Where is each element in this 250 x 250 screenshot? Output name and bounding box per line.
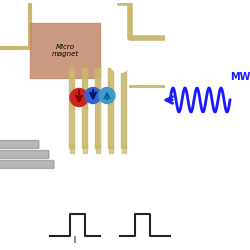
FancyBboxPatch shape [0, 140, 39, 148]
Bar [95, 68, 100, 148]
Text: MW: MW [230, 72, 250, 82]
Bar [121, 68, 126, 148]
Circle shape [110, 52, 130, 72]
Circle shape [99, 88, 115, 104]
Bar [30, 22, 100, 78]
Text: SET: SET [133, 58, 149, 67]
FancyBboxPatch shape [0, 160, 54, 168]
Text: $B_{ext}$: $B_{ext}$ [0, 32, 16, 44]
Text: z: z [13, 100, 17, 105]
Text: y: y [32, 118, 36, 124]
Bar [70, 144, 74, 152]
Bar [96, 144, 100, 152]
Bar [82, 68, 87, 148]
Circle shape [70, 88, 88, 106]
Bar [108, 68, 113, 148]
FancyBboxPatch shape [0, 150, 49, 158]
Text: Micro
magnet: Micro magnet [52, 44, 78, 57]
Bar [122, 144, 126, 152]
Bar [83, 144, 87, 152]
Circle shape [85, 88, 101, 104]
Bar [69, 68, 74, 148]
Bar [109, 144, 113, 152]
